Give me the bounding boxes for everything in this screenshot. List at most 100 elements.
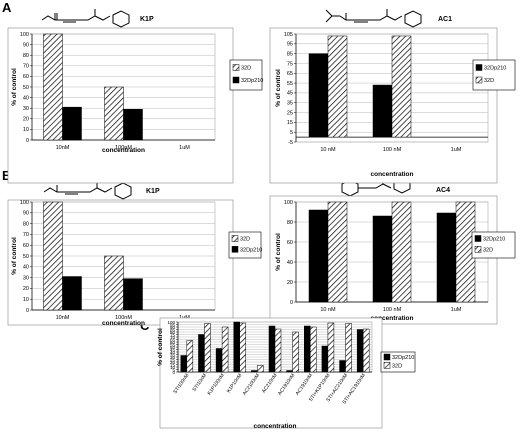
y-tick-label: 25 bbox=[170, 357, 176, 362]
legend-swatch bbox=[383, 353, 391, 361]
bar-32dp210 bbox=[372, 215, 393, 303]
bar-32dp210 bbox=[198, 334, 205, 373]
y-tick-label: 45 bbox=[170, 347, 176, 352]
bar-32d bbox=[327, 201, 348, 303]
legend-swatch bbox=[475, 76, 483, 84]
y-tick-label: 15 bbox=[287, 120, 293, 126]
category-label: 100 nM bbox=[383, 307, 402, 313]
y-tick-label: 40 bbox=[23, 265, 29, 271]
legend-swatch bbox=[475, 64, 483, 71]
bar-32dp210 bbox=[180, 355, 188, 373]
bar-32d bbox=[345, 323, 352, 373]
y-tick-label: 80 bbox=[170, 330, 176, 335]
bar-32d bbox=[310, 326, 317, 373]
y-tick-label: 30 bbox=[23, 106, 29, 112]
legend-box bbox=[229, 59, 263, 91]
bar-32dp210 bbox=[62, 276, 82, 311]
bar-32d bbox=[239, 322, 246, 373]
bar-32dp210 bbox=[233, 321, 240, 373]
bar-32dp210 bbox=[286, 370, 293, 373]
y-tick-label: 60 bbox=[287, 240, 293, 246]
chart-panel-a-right: -5 5 15 25 35 45 55 65 75 85 95 105 10 nM 100 nM 1uM % … bbox=[269, 27, 516, 184]
x-axis-title: concentration bbox=[371, 315, 414, 322]
bar-32dp210 bbox=[215, 348, 223, 373]
y-tick-label: 35 bbox=[287, 101, 293, 107]
y-tick-label: 85 bbox=[170, 327, 176, 332]
bar-32dp210 bbox=[251, 370, 258, 373]
bar-32dp210 bbox=[321, 345, 329, 373]
structure-ac1 bbox=[325, 9, 422, 28]
y-tick-label: 20 bbox=[23, 117, 29, 123]
bar-32dp210 bbox=[308, 209, 329, 303]
bar-32dp210 bbox=[436, 212, 457, 303]
bar-32dp210 bbox=[304, 325, 311, 373]
bar-32d bbox=[292, 331, 299, 373]
bar-32d bbox=[391, 201, 412, 303]
y-tick-label: 0 bbox=[172, 370, 175, 375]
structure-k1p-a bbox=[41, 9, 130, 28]
y-tick-label: 15 bbox=[170, 362, 176, 367]
y-tick-label: 50 bbox=[23, 254, 29, 260]
y-tick-label: 30 bbox=[23, 275, 29, 281]
y-tick-label: 55 bbox=[287, 81, 293, 87]
y-tick-label: 20 bbox=[23, 286, 29, 292]
legend-label: 32D bbox=[484, 78, 494, 84]
y-tick-label: 90 bbox=[23, 42, 29, 48]
category-label: 10nM bbox=[56, 315, 70, 321]
y-tick-label: 75 bbox=[287, 61, 293, 67]
y-tick-label: 10 bbox=[23, 127, 29, 133]
y-tick-label: 60 bbox=[170, 340, 176, 345]
legend-swatch bbox=[232, 76, 240, 84]
legend-label: 32D bbox=[392, 363, 402, 369]
y-tick-label: 5 bbox=[172, 367, 175, 372]
y-tick-label: 5 bbox=[290, 130, 293, 136]
y-tick-label: -5 bbox=[288, 140, 293, 146]
y-tick-label: 40 bbox=[23, 95, 29, 101]
compound-label-ac4: AC4 bbox=[436, 187, 450, 194]
bar-32d bbox=[327, 322, 335, 373]
x-axis-title: concentration bbox=[371, 171, 414, 178]
legend-swatch bbox=[474, 235, 482, 242]
legend-label: 32Dp210 bbox=[241, 78, 263, 84]
y-tick-label: 80 bbox=[287, 220, 293, 226]
bar-32d bbox=[186, 340, 194, 373]
compound-label-k1p-a: K1P bbox=[140, 16, 154, 23]
category-label: 1uM bbox=[451, 147, 462, 153]
y-axis-title: % of control bbox=[275, 69, 282, 107]
legend-label: 32Dp210 bbox=[392, 355, 414, 361]
y-tick-label: 20 bbox=[287, 280, 293, 286]
bar-32dp210 bbox=[268, 325, 276, 373]
y-axis-title: % of control bbox=[275, 233, 282, 271]
y-tick-label: 70 bbox=[23, 64, 29, 70]
legend-label: 32D bbox=[241, 66, 251, 72]
bar-32d bbox=[104, 255, 124, 311]
y-tick-label: 30 bbox=[170, 355, 176, 360]
y-tick-label: 105 bbox=[284, 32, 293, 38]
y-tick-label: 20 bbox=[170, 360, 176, 365]
bar-32d bbox=[274, 328, 282, 373]
y-tick-label: 10 bbox=[170, 365, 176, 370]
structure-k1p-b bbox=[43, 181, 132, 200]
bar-32dp210 bbox=[123, 109, 143, 141]
bar-32dp210 bbox=[356, 329, 364, 373]
bar-32d bbox=[104, 86, 124, 141]
category-label: 100nM bbox=[115, 145, 132, 151]
chart-panel-a-left: 0 10 20 30 40 50 60 70 80 90 100 10nM 100nM 1uM % of c… bbox=[7, 27, 263, 184]
legend-swatch bbox=[474, 246, 482, 253]
legend-swatch bbox=[383, 362, 391, 369]
bar-32d bbox=[204, 323, 211, 373]
y-tick-label: 65 bbox=[170, 337, 176, 342]
legend-swatch bbox=[232, 64, 240, 71]
bar-32d bbox=[327, 35, 348, 138]
y-axis-title: % of control bbox=[11, 68, 18, 106]
legend-swatch bbox=[231, 235, 239, 242]
legend-label: 32D bbox=[483, 247, 493, 253]
x-axis-title: concentration bbox=[254, 423, 297, 430]
category-label: 10nM bbox=[56, 145, 70, 151]
bar-32d bbox=[43, 201, 63, 311]
y-tick-label: 100 bbox=[20, 200, 29, 206]
legend-label: 32Dp210 bbox=[484, 66, 506, 72]
bar-32d bbox=[362, 328, 370, 373]
